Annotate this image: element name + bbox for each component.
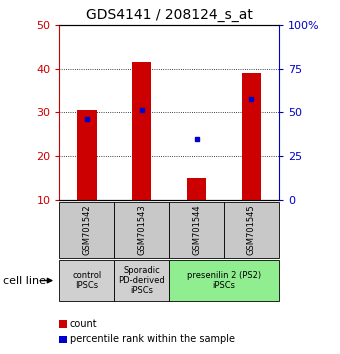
Text: GSM701545: GSM701545 (247, 205, 256, 256)
Bar (114, 260, 169, 301)
Text: Sporadic
PD-derived
iPSCs: Sporadic PD-derived iPSCs (118, 266, 165, 296)
Bar (169, 202, 224, 258)
Bar (59, 260, 114, 301)
Bar (224, 202, 279, 258)
Bar (242, 73, 261, 200)
Text: GSM701543: GSM701543 (137, 205, 146, 256)
Bar (187, 178, 206, 200)
Bar (114, 202, 169, 258)
Bar (59, 202, 114, 258)
Text: control
IPSCs: control IPSCs (72, 271, 102, 290)
Text: GSM701544: GSM701544 (192, 205, 201, 256)
Text: GSM701542: GSM701542 (82, 205, 91, 256)
Bar (169, 260, 279, 301)
Text: percentile rank within the sample: percentile rank within the sample (70, 334, 235, 344)
Text: count: count (70, 319, 97, 329)
Bar (132, 62, 151, 200)
Text: presenilin 2 (PS2)
iPSCs: presenilin 2 (PS2) iPSCs (187, 271, 261, 290)
Text: cell line: cell line (3, 275, 46, 286)
Title: GDS4141 / 208124_s_at: GDS4141 / 208124_s_at (86, 8, 253, 22)
Bar (77, 110, 97, 200)
